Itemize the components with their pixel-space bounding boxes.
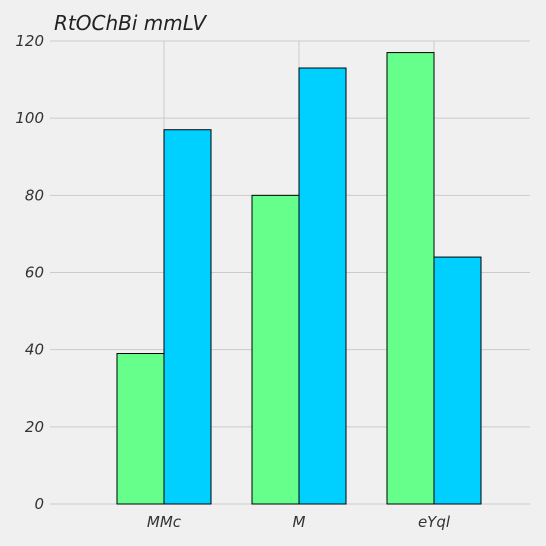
bars (116, 52, 482, 505)
x-tick-label: MMc (147, 513, 182, 531)
bar-series-1-MMc (116, 353, 165, 505)
bar-series-1-M (251, 194, 300, 505)
y-tick-label: 120 (15, 32, 44, 50)
y-tick-label: 60 (25, 264, 44, 282)
bar-series-2-MMc (163, 129, 212, 505)
y-tick-label: 0 (34, 495, 44, 513)
x-tick-label: eYql (418, 513, 451, 531)
x-tick-label: M (293, 513, 306, 531)
bar-series-1-eYql (386, 52, 435, 505)
y-tick-label: 20 (25, 418, 44, 436)
bar-series-2-eYql (433, 256, 482, 505)
y-axis-ticks: 0 20 40 60 80 100 120 (15, 32, 44, 513)
chart-title: RtOChBi mmLV (54, 11, 207, 35)
y-tick-label: 40 (25, 341, 44, 359)
bar-series-2-M (298, 67, 347, 505)
y-tick-label: 80 (25, 186, 44, 204)
y-tick-label: 100 (15, 109, 44, 127)
